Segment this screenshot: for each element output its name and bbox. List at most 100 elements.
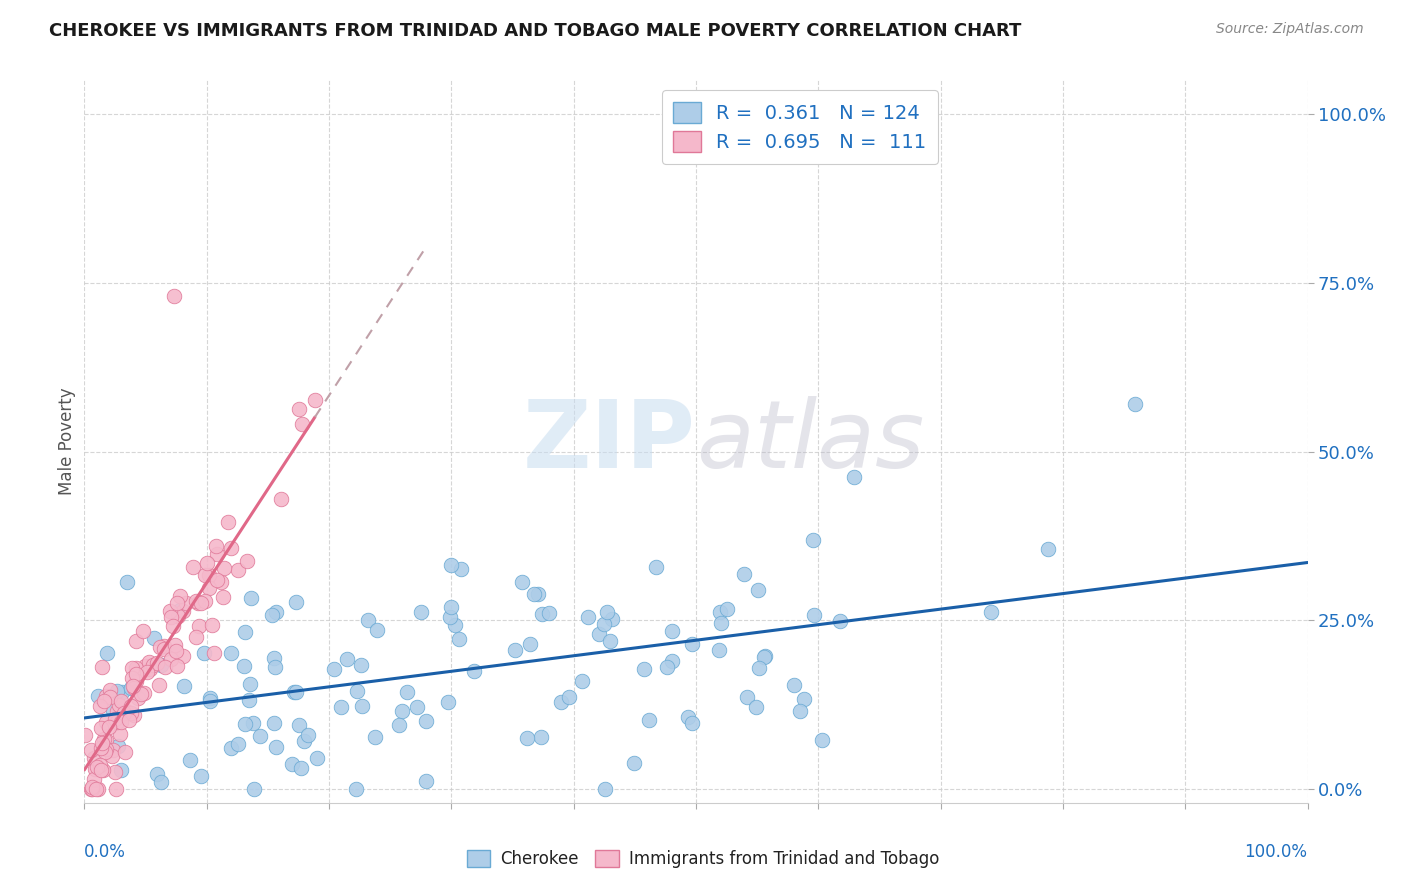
Point: [793, 691, 815, 706]
Point: [90, 721, 112, 735]
Point: [169, 589, 191, 603]
Point: [285, 595, 308, 609]
Point: [602, 612, 624, 626]
Point: [411, 606, 433, 620]
Point: [281, 757, 304, 772]
Point: [108, 727, 131, 741]
Point: [207, 573, 229, 587]
Point: [101, 703, 124, 717]
Point: [588, 627, 610, 641]
Point: [187, 619, 209, 633]
Point: [678, 709, 700, 723]
Point: [96, 715, 118, 730]
Point: [519, 637, 541, 651]
Point: [120, 681, 142, 695]
Point: [226, 563, 249, 577]
Point: [190, 596, 212, 610]
Point: [121, 661, 143, 675]
Point: [105, 712, 128, 726]
Point: [219, 646, 242, 660]
Point: [134, 659, 156, 673]
Point: [1125, 397, 1147, 411]
Point: [160, 609, 183, 624]
Point: [527, 587, 550, 601]
Point: [709, 643, 731, 657]
Point: [121, 671, 143, 685]
Point: [90, 736, 112, 750]
Point: [357, 613, 380, 627]
Point: [110, 763, 132, 777]
Point: [159, 604, 181, 618]
Point: [73, 728, 96, 742]
Point: [205, 547, 228, 561]
Point: [98, 690, 121, 705]
Point: [90, 763, 112, 777]
Point: [291, 417, 314, 432]
Point: [166, 659, 188, 673]
Point: [661, 654, 683, 668]
Point: [79, 743, 101, 757]
Point: [122, 679, 145, 693]
Point: [336, 652, 359, 666]
Point: [198, 568, 221, 582]
Point: [531, 607, 554, 622]
Point: [122, 708, 145, 723]
Point: [91, 763, 114, 777]
Point: [304, 393, 326, 408]
Point: [132, 624, 155, 639]
Point: [193, 646, 215, 660]
Point: [980, 605, 1002, 619]
Point: [80, 782, 103, 797]
Point: [84, 762, 107, 776]
Point: [801, 533, 824, 548]
Point: [107, 739, 129, 753]
Point: [127, 690, 149, 705]
Point: [104, 764, 127, 779]
Point: [444, 618, 467, 632]
Point: [830, 614, 852, 628]
Point: [142, 658, 165, 673]
Point: [83, 750, 105, 764]
Point: [184, 630, 207, 644]
Point: [352, 699, 374, 714]
Point: [169, 603, 191, 617]
Point: [226, 738, 249, 752]
Point: [440, 558, 463, 573]
Point: [599, 633, 621, 648]
Point: [200, 694, 222, 708]
Point: [437, 695, 460, 709]
Point: [571, 674, 593, 689]
Point: [748, 661, 770, 675]
Point: [166, 609, 188, 624]
Point: [134, 686, 156, 700]
Point: [285, 685, 308, 699]
Point: [184, 593, 207, 607]
Point: [447, 632, 470, 647]
Point: [288, 402, 311, 417]
Point: [179, 753, 201, 767]
Point: [644, 560, 666, 574]
Point: [122, 681, 145, 695]
Point: [754, 650, 776, 665]
Point: [121, 706, 143, 721]
Point: [118, 713, 141, 727]
Point: [391, 704, 413, 718]
Point: [105, 704, 128, 718]
Point: [198, 581, 221, 595]
Point: [120, 698, 142, 713]
Point: [139, 662, 162, 676]
Point: [236, 554, 259, 568]
Point: [242, 716, 264, 731]
Point: [204, 539, 226, 553]
Point: [263, 651, 285, 665]
Point: [148, 678, 170, 692]
Point: [415, 774, 437, 789]
Point: [98, 683, 121, 698]
Point: [94, 745, 117, 759]
Text: CHEROKEE VS IMMIGRANTS FROM TRINIDAD AND TOBAGO MALE POVERTY CORRELATION CHART: CHEROKEE VS IMMIGRANTS FROM TRINIDAD AND…: [49, 22, 1022, 40]
Point: [262, 607, 284, 622]
Point: [165, 644, 187, 658]
Point: [307, 750, 329, 764]
Point: [80, 782, 103, 797]
Point: [110, 693, 132, 707]
